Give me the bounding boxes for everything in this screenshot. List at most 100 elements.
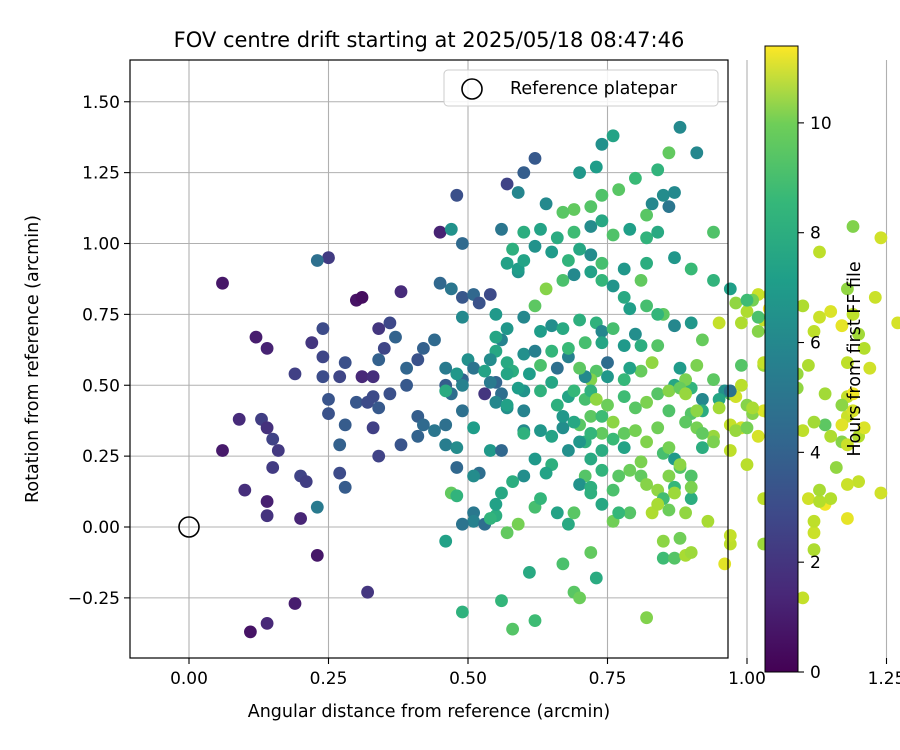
data-point bbox=[718, 557, 732, 571]
data-point bbox=[629, 401, 642, 415]
plot-frame bbox=[129, 59, 729, 659]
data-point bbox=[249, 330, 263, 344]
data-point bbox=[573, 166, 586, 180]
data-point bbox=[617, 262, 631, 276]
data-point bbox=[333, 370, 347, 384]
data-point bbox=[584, 480, 598, 494]
data-point bbox=[841, 356, 854, 369]
data-point bbox=[483, 512, 497, 525]
data-point bbox=[617, 427, 631, 440]
data-point bbox=[483, 376, 497, 389]
data-point bbox=[651, 225, 665, 239]
data-point bbox=[578, 336, 592, 350]
x-tick-label: 1.25 bbox=[868, 669, 900, 689]
data-point bbox=[539, 466, 553, 480]
data-point bbox=[668, 486, 681, 500]
data-point bbox=[662, 200, 676, 214]
data-point bbox=[355, 370, 369, 384]
legend-box bbox=[443, 69, 719, 107]
data-point bbox=[606, 432, 620, 446]
data-point bbox=[523, 566, 536, 579]
data-point bbox=[517, 310, 531, 324]
data-point bbox=[517, 225, 531, 239]
data-point bbox=[584, 220, 598, 233]
data-point bbox=[495, 444, 508, 457]
data-point bbox=[835, 418, 849, 432]
data-point bbox=[835, 319, 849, 333]
data-point bbox=[584, 200, 598, 214]
colorbar-label: Hours from first FF file bbox=[845, 261, 865, 456]
data-point bbox=[216, 444, 229, 457]
data-point bbox=[813, 310, 826, 324]
data-point bbox=[417, 342, 430, 355]
data-point bbox=[740, 458, 754, 471]
data-point bbox=[338, 480, 352, 494]
data-point bbox=[751, 325, 765, 338]
x-tick-label: 0.75 bbox=[589, 669, 627, 689]
data-point bbox=[417, 418, 430, 432]
data-point bbox=[595, 325, 609, 338]
data-point bbox=[573, 435, 586, 449]
data-point bbox=[260, 342, 274, 355]
y-tick-label: 0.75 bbox=[82, 305, 120, 325]
data-point bbox=[467, 361, 480, 375]
colorbar-gradient bbox=[764, 45, 799, 673]
chart-title: FOV centre drift starting at 2025/05/18 … bbox=[174, 28, 685, 52]
data-point bbox=[796, 424, 810, 437]
data-point bbox=[260, 509, 274, 523]
data-point bbox=[634, 455, 648, 469]
data-point bbox=[651, 163, 665, 177]
data-point bbox=[629, 171, 642, 185]
data-point bbox=[612, 506, 626, 520]
data-point bbox=[400, 361, 413, 375]
data-point bbox=[483, 288, 497, 301]
data-point bbox=[584, 248, 598, 262]
data-point bbox=[690, 404, 704, 418]
data-point bbox=[612, 469, 626, 483]
data-point bbox=[701, 514, 715, 528]
data-point bbox=[746, 401, 759, 415]
data-point bbox=[534, 325, 547, 338]
data-point bbox=[679, 415, 692, 429]
x-axis-ticks: 0.000.250.500.751.001.251.501.75 bbox=[170, 658, 900, 689]
data-point bbox=[617, 390, 631, 403]
data-point bbox=[634, 339, 648, 352]
data-point bbox=[534, 492, 547, 505]
data-point bbox=[735, 359, 748, 372]
data-point bbox=[807, 325, 821, 338]
colorbar-tick-label: 10 bbox=[810, 114, 832, 134]
data-point bbox=[595, 336, 609, 350]
data-point bbox=[796, 299, 810, 313]
data-point bbox=[852, 327, 865, 341]
data-point bbox=[640, 231, 653, 245]
data-point bbox=[712, 401, 726, 415]
data-point bbox=[567, 203, 581, 216]
data-point bbox=[506, 475, 519, 488]
data-point bbox=[439, 384, 453, 398]
y-tick-label: 1.50 bbox=[82, 93, 120, 113]
data-point bbox=[623, 302, 637, 316]
data-point bbox=[891, 316, 900, 330]
data-point bbox=[841, 478, 854, 491]
data-point bbox=[433, 225, 447, 239]
data-point bbox=[735, 316, 748, 330]
data-point bbox=[439, 438, 453, 452]
data-point bbox=[707, 225, 720, 239]
data-point bbox=[444, 222, 458, 236]
data-point bbox=[333, 466, 347, 480]
data-point bbox=[361, 395, 374, 409]
data-point bbox=[707, 435, 720, 449]
data-point bbox=[372, 401, 386, 415]
data-point bbox=[684, 546, 698, 559]
data-point bbox=[562, 342, 575, 355]
data-point bbox=[506, 622, 519, 636]
data-point bbox=[729, 296, 743, 310]
data-point bbox=[500, 256, 514, 270]
data-point bbox=[662, 404, 676, 418]
y-tick-label: 1.25 bbox=[82, 164, 120, 184]
data-point bbox=[338, 356, 352, 369]
data-point bbox=[338, 418, 352, 432]
data-point bbox=[595, 427, 609, 440]
data-point bbox=[450, 367, 464, 381]
data-point bbox=[707, 274, 720, 287]
